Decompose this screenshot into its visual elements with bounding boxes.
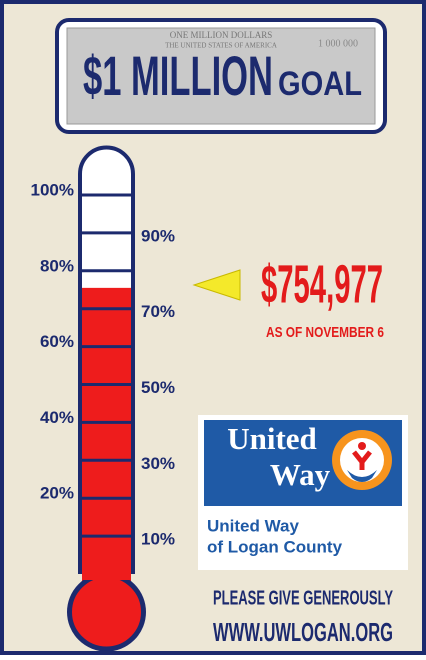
as-of-date: AS OF NOVEMBER 6	[266, 324, 384, 341]
logo-head	[358, 442, 366, 450]
fill-level	[82, 288, 131, 584]
tick-label: 10%	[141, 530, 175, 549]
tick-label: 40%	[40, 408, 74, 427]
banner-title: $1 MILLION	[83, 44, 273, 107]
bill-text: ONE MILLION DOLLARS	[170, 30, 273, 40]
logo-caption: of Logan County	[207, 537, 343, 556]
poster: ONE MILLION DOLLARS THE UNITED STATES OF…	[0, 0, 426, 655]
tick-label: 50%	[141, 378, 175, 397]
tick-label: 80%	[40, 256, 74, 275]
logo-caption: United Way	[207, 516, 299, 535]
value-label: $754,977	[261, 254, 383, 314]
logo-word: United	[227, 421, 317, 456]
banner-subtitle: GOAL	[278, 65, 362, 103]
website: WWW.UWLOGAN.ORG	[213, 617, 393, 647]
bill-text: 1 000 000	[318, 38, 358, 49]
logo-word: Way	[270, 457, 331, 492]
tick-label: 60%	[40, 332, 74, 351]
tick-label: 30%	[141, 454, 175, 473]
call-to-action: PLEASE GIVE GENEROUSLY	[213, 587, 393, 609]
tick-label: 20%	[40, 484, 74, 503]
bulb	[70, 575, 144, 649]
tick-label: 90%	[141, 226, 175, 245]
value-callout: $754,977	[261, 254, 383, 314]
tick-label: 70%	[141, 302, 175, 321]
bulb-neck	[82, 572, 131, 580]
tick-label: 100%	[31, 180, 74, 199]
